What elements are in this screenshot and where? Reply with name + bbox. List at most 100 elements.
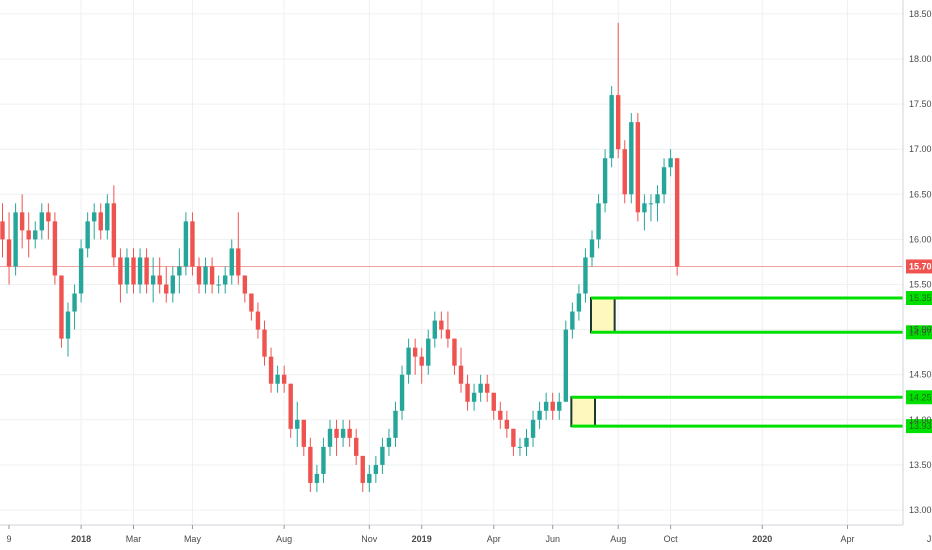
candle-body	[209, 266, 215, 285]
candle-body	[668, 158, 673, 168]
time-tick-label: 2019	[412, 534, 432, 544]
time-tick-label: Aug	[276, 534, 292, 544]
candle-body	[65, 311, 71, 339]
candle-body	[550, 401, 555, 411]
candle-body	[635, 122, 641, 213]
candle-body	[458, 365, 464, 384]
candle-body	[412, 347, 418, 357]
candle-body	[137, 257, 143, 285]
time-tick-label: Oct	[664, 534, 679, 544]
time-tick-label: Aug	[610, 534, 626, 544]
candle-body	[360, 455, 365, 483]
candle-body	[537, 410, 542, 420]
candle-body	[380, 446, 385, 465]
candle-body	[504, 419, 510, 429]
candle-body	[229, 248, 234, 276]
candle-body	[661, 167, 667, 195]
candle-body	[242, 275, 248, 294]
candle-body	[485, 383, 490, 393]
candle-body	[367, 473, 372, 483]
candle-body	[465, 383, 470, 402]
price-tick-label: 15.00	[909, 325, 932, 335]
time-tick-label: 2018	[71, 534, 91, 544]
candle-body	[216, 284, 221, 286]
price-tick-label: 13.00	[909, 505, 932, 515]
candle-body	[511, 428, 516, 447]
candle-body	[373, 464, 379, 474]
candle-body	[105, 203, 110, 231]
candle-body	[616, 95, 621, 150]
candle-body	[236, 248, 241, 276]
candle-body	[471, 392, 477, 402]
candle-body	[491, 392, 496, 411]
candle-body	[131, 257, 136, 285]
candle-body	[602, 158, 608, 204]
candle-body	[295, 419, 300, 429]
candle-body	[334, 428, 339, 438]
price-axis[interactable]: 18.50 18.00 17.50 17.00 16.50 16.00 15.50 15.00…	[902, 0, 932, 525]
candle-body	[52, 221, 58, 276]
candle-body	[530, 419, 536, 438]
candle-body	[164, 284, 169, 294]
candle-body	[399, 374, 405, 411]
candles	[0, 22, 680, 492]
candle-body	[557, 401, 562, 411]
price-tick-label: 18.00	[909, 54, 932, 64]
candle-body	[406, 347, 411, 375]
level-price-tag	[906, 390, 932, 405]
price-tick-label: 17.00	[909, 144, 932, 154]
candle-body	[445, 329, 451, 339]
highlight-box[interactable]	[590, 297, 616, 334]
candle-body	[177, 266, 182, 276]
candle-body	[249, 293, 254, 312]
time-tick-label: Apr	[487, 534, 501, 544]
candle-body	[642, 203, 647, 213]
candle-body	[19, 212, 25, 231]
candle-body	[498, 410, 503, 420]
candle-body	[609, 95, 614, 159]
candle-body	[157, 275, 162, 285]
candle-body	[46, 212, 51, 222]
candle-body	[629, 122, 634, 195]
candle-body	[223, 275, 228, 285]
price-tick-label: 13.50	[909, 460, 932, 470]
candle-body	[439, 320, 444, 330]
candle-body	[26, 230, 31, 240]
candle-body	[288, 383, 293, 429]
level-price-tag	[906, 291, 932, 306]
candle-body	[6, 239, 12, 267]
candle-body	[543, 401, 549, 411]
price-tick-label: 14.50	[909, 370, 932, 380]
candle-body	[517, 446, 523, 448]
highlight-box[interactable]	[570, 396, 596, 428]
candle-body	[596, 203, 601, 240]
candle-body	[426, 338, 431, 366]
highlight-boxes	[570, 297, 616, 428]
price-tick-label: 17.50	[909, 99, 932, 109]
candle-body	[190, 221, 195, 267]
candle-body	[674, 158, 680, 267]
candle-body	[432, 320, 437, 339]
candle-body	[314, 473, 320, 483]
last-price-badge	[906, 259, 932, 274]
last-price-label: 15.70	[909, 261, 932, 271]
candle-body	[275, 374, 280, 384]
candle-body	[59, 275, 64, 339]
time-tick-label: Mar	[126, 534, 142, 544]
candle-body	[622, 149, 627, 195]
candle-body	[576, 293, 582, 312]
candle-body	[268, 356, 274, 384]
level-price-tag	[906, 325, 932, 340]
candle-body	[419, 356, 424, 366]
candle-body	[85, 221, 90, 249]
time-axis[interactable]: 9 2018 Mar May Aug Nov 2019 Apr Jun Aug Oct 2020 Apr…	[0, 524, 932, 544]
support-resistance-levels[interactable]: 15.35 14.97 14.25 13.93	[571, 291, 932, 434]
level-price-tag	[906, 419, 932, 434]
candle-body	[118, 257, 123, 285]
candle-body	[327, 428, 333, 447]
candle-body	[13, 212, 18, 267]
candle-body	[78, 248, 84, 294]
candle-body	[583, 257, 588, 294]
candle-body	[478, 383, 483, 393]
